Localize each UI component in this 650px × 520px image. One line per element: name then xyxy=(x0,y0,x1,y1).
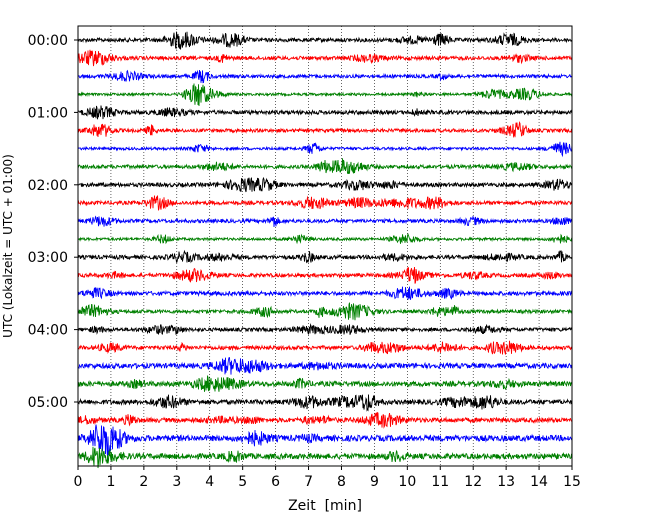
y-tick-label-5: 05:00 xyxy=(28,395,68,411)
trace-23 xyxy=(77,446,573,469)
x-tick-label-15: 15 xyxy=(563,474,581,490)
x-tick-label-1: 1 xyxy=(106,474,115,490)
x-tick-label-11: 11 xyxy=(431,474,449,490)
y-axis-label: UTC (Lokalzeit = UTC + 01:00) xyxy=(1,154,15,338)
y-tick-label-4: 04:00 xyxy=(28,323,68,339)
x-tick-label-7: 7 xyxy=(304,474,313,490)
x-tick-label-13: 13 xyxy=(497,474,515,490)
trace-10 xyxy=(77,215,573,228)
trace-11 xyxy=(77,233,573,245)
x-tick-label-10: 10 xyxy=(398,474,416,490)
trace-20 xyxy=(77,394,573,412)
x-ticks: 0 1 2 3 4 5 6 7 8 9 10 11 12 13 14 15 xyxy=(74,466,581,490)
x-tick-label-4: 4 xyxy=(205,474,214,490)
y-tick-label-0: 00:00 xyxy=(28,33,68,49)
trace-21 xyxy=(77,411,573,429)
trace-1 xyxy=(77,49,573,67)
trace-12 xyxy=(77,249,573,264)
trace-9 xyxy=(77,195,573,211)
trace-14 xyxy=(77,286,573,300)
traces xyxy=(77,31,573,469)
trace-7 xyxy=(77,158,573,174)
trace-8 xyxy=(77,176,573,193)
trace-2 xyxy=(77,69,573,84)
vertical-gridlines xyxy=(110,26,540,466)
x-axis-label: Zeit [min] xyxy=(288,498,362,514)
trace-6 xyxy=(77,141,573,158)
x-tick-label-9: 9 xyxy=(370,474,379,490)
x-tick-label-8: 8 xyxy=(337,474,346,490)
x-tick-label-12: 12 xyxy=(464,474,482,490)
y-tick-label-3: 03:00 xyxy=(28,250,68,266)
trace-13 xyxy=(77,267,573,284)
y-ticks: 00:00 01:00 02:00 03:00 04:00 05:00 xyxy=(28,33,78,411)
trace-0 xyxy=(77,31,573,50)
trace-16 xyxy=(77,323,573,336)
trace-18 xyxy=(77,357,573,375)
trace-3 xyxy=(77,83,573,106)
trace-5 xyxy=(77,121,573,139)
trace-15 xyxy=(77,302,573,321)
y-tick-label-1: 01:00 xyxy=(28,105,68,121)
y-tick-label-2: 02:00 xyxy=(28,178,68,194)
x-tick-label-14: 14 xyxy=(530,474,548,490)
trace-17 xyxy=(77,340,573,355)
x-tick-label-3: 3 xyxy=(172,474,181,490)
plot-frame xyxy=(77,25,573,467)
x-tick-label-2: 2 xyxy=(139,474,148,490)
trace-22 xyxy=(77,424,573,457)
x-tick-label-5: 5 xyxy=(238,474,247,490)
x-tick-label-0: 0 xyxy=(74,474,83,490)
trace-19 xyxy=(77,375,573,392)
x-tick-label-6: 6 xyxy=(271,474,280,490)
trace-4 xyxy=(77,105,573,120)
